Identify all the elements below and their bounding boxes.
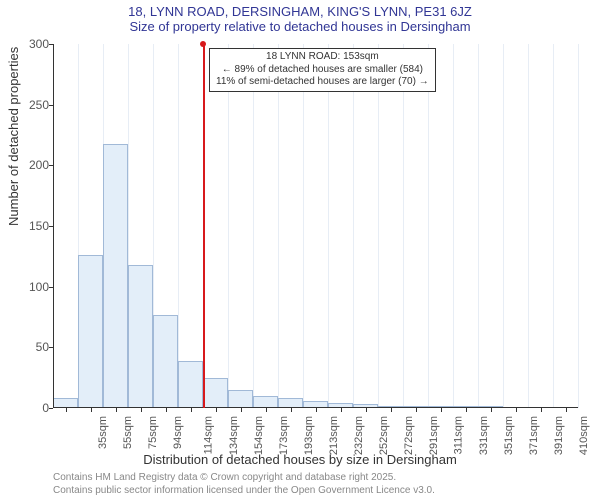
x-tick-label: 94sqm (172, 416, 184, 449)
axis-frame (53, 44, 578, 408)
y-tick-label: 0 (19, 401, 49, 415)
x-tick-label: 154sqm (253, 416, 265, 455)
x-tick-label: 410sqm (578, 416, 590, 455)
x-tick-label: 371sqm (528, 416, 540, 455)
x-tick-label: 213sqm (328, 416, 340, 455)
x-axis-label: Distribution of detached houses by size … (0, 452, 600, 467)
y-axis-label: Number of detached properties (6, 47, 21, 226)
y-tick-label: 300 (19, 37, 49, 51)
x-tick-label: 391sqm (553, 416, 565, 455)
title-line-2: Size of property relative to detached ho… (0, 19, 600, 34)
x-tick-label: 114sqm (202, 416, 214, 454)
annotation-line-2: ← 89% of detached houses are smaller (58… (216, 64, 429, 77)
x-tick-label: 291sqm (428, 416, 440, 455)
y-tick-label: 250 (19, 98, 49, 112)
x-tick-label: 75sqm (147, 416, 159, 449)
annotation-line-1: 18 LYNN ROAD: 153sqm (216, 51, 429, 64)
y-tick-label: 200 (19, 158, 49, 172)
x-tick-label: 134sqm (228, 416, 240, 455)
x-tick-label: 232sqm (353, 416, 365, 455)
reference-annotation: 18 LYNN ROAD: 153sqm ← 89% of detached h… (209, 48, 436, 92)
y-tick-label: 50 (19, 340, 49, 354)
y-tick-label: 100 (19, 280, 49, 294)
x-tick-label: 35sqm (97, 416, 109, 449)
attribution-line-2: Contains public sector information licen… (53, 485, 435, 496)
x-tick-label: 252sqm (378, 416, 390, 455)
plot-area: 050100150200250300 35sqm55sqm75sqm94sqm1… (53, 44, 578, 408)
x-tick-label: 331sqm (478, 416, 490, 455)
x-tick-label: 351sqm (503, 416, 515, 455)
x-tick-label: 272sqm (403, 416, 415, 455)
title-line-1: 18, LYNN ROAD, DERSINGHAM, KING'S LYNN, … (0, 0, 600, 19)
x-tick-label: 311sqm (452, 416, 464, 454)
x-tick-label: 55sqm (122, 416, 134, 449)
annotation-line-3: 11% of semi-detached houses are larger (… (216, 76, 429, 89)
x-tick-label: 173sqm (278, 416, 290, 455)
reference-line (203, 44, 205, 408)
x-tick-label: 193sqm (303, 416, 315, 455)
attribution-line-1: Contains HM Land Registry data © Crown c… (53, 472, 396, 483)
y-tick-label: 150 (19, 219, 49, 233)
chart-container: 18, LYNN ROAD, DERSINGHAM, KING'S LYNN, … (0, 0, 600, 500)
reference-point-icon (200, 41, 206, 47)
